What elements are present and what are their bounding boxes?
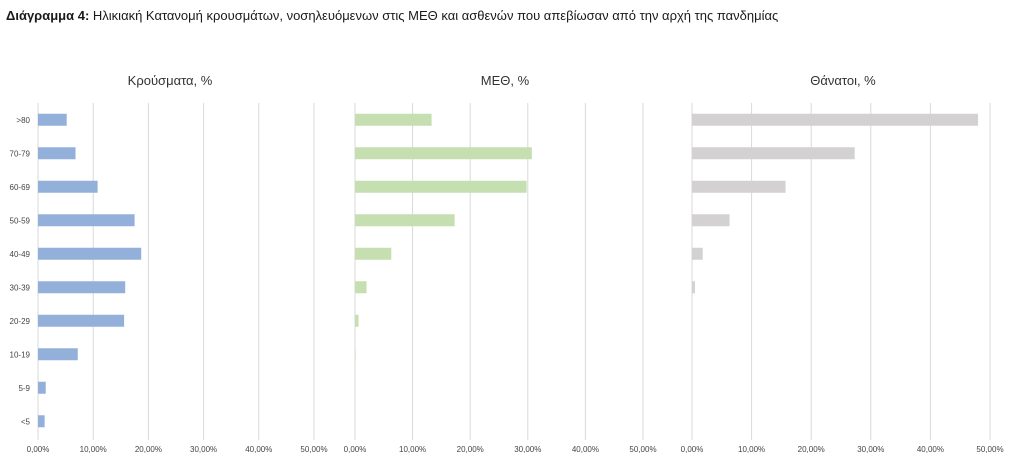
x-tick-label: 40,00% <box>245 445 272 454</box>
bar-20-29 <box>38 314 125 327</box>
x-tick-label: 0,00% <box>27 445 50 454</box>
x-tick-label: 20,00% <box>135 445 162 454</box>
bar-40-49 <box>38 247 142 260</box>
bar-20-29 <box>355 314 359 327</box>
figure-caption-label: Διάγραμμα 4: <box>6 8 90 23</box>
bar->80 <box>38 113 67 126</box>
figure-caption: Διάγραμμα 4: Ηλικιακή Κατανομή κρουσμάτω… <box>6 8 778 23</box>
x-tick-label: 10,00% <box>738 445 765 454</box>
y-category-label: 20-29 <box>10 317 31 326</box>
y-category-label: 5-9 <box>18 384 30 393</box>
chart-title: Κρούσματα, % <box>128 73 213 88</box>
y-category-label: 70-79 <box>10 149 31 158</box>
y-category-label: 10-19 <box>10 350 31 359</box>
x-tick-label: 10,00% <box>80 445 107 454</box>
x-tick-label: 40,00% <box>572 445 599 454</box>
bar-40-49 <box>355 247 392 260</box>
bar-70-79 <box>692 147 855 160</box>
x-tick-label: 0,00% <box>344 445 367 454</box>
bar-70-79 <box>38 147 76 160</box>
chart-title: ΜΕΘ, % <box>481 73 530 88</box>
y-category-label: >80 <box>16 116 30 125</box>
bar-10-19 <box>38 348 78 361</box>
x-tick-label: 30,00% <box>857 445 884 454</box>
y-category-label: 60-69 <box>10 183 31 192</box>
x-tick-label: 50,00% <box>629 445 656 454</box>
bar-60-69 <box>355 180 527 193</box>
figure-caption-text: Ηλικιακή Κατανομή κρουσμάτων, νοσηλευόμε… <box>92 8 779 23</box>
bar-<5 <box>38 415 45 428</box>
y-category-label: 40-49 <box>10 250 31 259</box>
bar-60-69 <box>38 180 98 193</box>
bar->80 <box>692 113 979 126</box>
chart-panel-2: ΜΕΘ, % 0,00% 10,00% 20,00% 30,00% 40,00% 50,00… <box>344 73 657 454</box>
y-category-label: <5 <box>21 417 31 426</box>
x-tick-label: 0,00% <box>681 445 704 454</box>
bar-70-79 <box>355 147 532 160</box>
bar->80 <box>355 113 432 126</box>
x-tick-label: 30,00% <box>190 445 217 454</box>
chart-panel-3: Θάνατοι, % 0,00% 10,00% 20,00% 30,00% 40,00% 5… <box>681 73 1004 454</box>
bar-30-39 <box>38 281 126 294</box>
bar-30-39 <box>692 281 695 294</box>
y-category-label: 50-59 <box>10 216 31 225</box>
bar-5-9 <box>38 381 46 394</box>
x-tick-label: 40,00% <box>917 445 944 454</box>
y-category-label: 30-39 <box>10 283 31 292</box>
x-tick-label: 10,00% <box>399 445 426 454</box>
bar-50-59 <box>355 214 455 227</box>
bar-50-59 <box>692 214 730 227</box>
x-tick-label: 30,00% <box>514 445 541 454</box>
bar-10-19 <box>355 348 356 361</box>
bar-30-39 <box>355 281 367 294</box>
x-tick-label: 20,00% <box>457 445 484 454</box>
x-tick-label: 50,00% <box>300 445 327 454</box>
bar-60-69 <box>692 180 786 193</box>
chart-panel-1: Κρούσματα, % 0,00% 10,00% 20,00% 30,00% 40,00… <box>10 73 328 454</box>
chart-title: Θάνατοι, % <box>810 73 876 88</box>
bar-40-49 <box>692 247 703 260</box>
x-tick-label: 20,00% <box>798 445 825 454</box>
x-tick-label: 50,00% <box>976 445 1003 454</box>
bar-50-59 <box>38 214 135 227</box>
